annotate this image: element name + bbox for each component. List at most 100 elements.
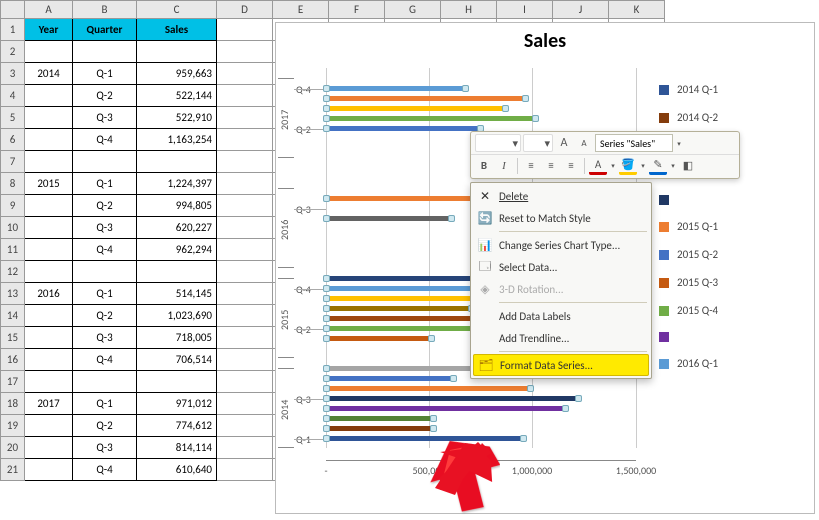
cell[interactable]: 610,640	[137, 459, 217, 481]
col-header-A[interactable]: A	[25, 1, 73, 19]
cell[interactable]: 994,805	[137, 195, 217, 217]
data-bar[interactable]	[326, 96, 526, 101]
cell[interactable]: Q-1	[73, 63, 137, 85]
row-header[interactable]: 17	[1, 371, 25, 393]
cell[interactable]: Q-4	[73, 349, 137, 371]
menu-reset-style[interactable]: 🔄 Reset to Match Style	[473, 207, 649, 229]
cell[interactable]: 962,294	[137, 239, 217, 261]
cell[interactable]: 959,663	[137, 63, 217, 85]
col-header-K[interactable]: K	[609, 1, 665, 19]
data-bar[interactable]	[326, 316, 474, 321]
cell[interactable]	[217, 217, 273, 239]
fill-color-icon[interactable]: 🪣	[619, 157, 637, 175]
row-header[interactable]: 10	[1, 217, 25, 239]
col-header-G[interactable]: G	[385, 1, 441, 19]
cell[interactable]: Q-2	[73, 305, 137, 327]
legend-item[interactable]: 2015 Q-1	[659, 220, 814, 233]
cell[interactable]	[73, 151, 137, 173]
x-axis[interactable]: -500,0001,000,0001,500,000	[326, 460, 636, 478]
cell[interactable]	[217, 283, 273, 305]
cell[interactable]: Q-1	[73, 283, 137, 305]
cell[interactable]	[25, 371, 73, 393]
cell[interactable]: 1,163,254	[137, 129, 217, 151]
cell[interactable]: 971,012	[137, 393, 217, 415]
data-bar[interactable]	[326, 126, 481, 131]
cell[interactable]: Q-3	[73, 217, 137, 239]
cell[interactable]: Year	[25, 19, 73, 41]
cell[interactable]: Q-3	[73, 327, 137, 349]
cell[interactable]: Sales	[137, 19, 217, 41]
row-header[interactable]: 19	[1, 415, 25, 437]
col-header-I[interactable]: I	[497, 1, 553, 19]
data-bar[interactable]	[326, 336, 432, 341]
col-header-B[interactable]: B	[73, 1, 137, 19]
cell[interactable]: 2017	[25, 393, 73, 415]
cell[interactable]: 774,612	[137, 415, 217, 437]
cell[interactable]	[217, 107, 273, 129]
col-header-F[interactable]: F	[329, 1, 385, 19]
cell[interactable]	[217, 371, 273, 393]
cell[interactable]: Q-2	[73, 85, 137, 107]
menu-format-data-series[interactable]: 🗂 Format Data Series...	[473, 354, 649, 376]
cell[interactable]: 814,114	[137, 437, 217, 459]
col-header-D[interactable]: D	[217, 1, 273, 19]
font-color-icon[interactable]: A	[589, 157, 607, 175]
cell[interactable]	[217, 327, 273, 349]
cell[interactable]	[217, 459, 273, 481]
cell[interactable]	[217, 261, 273, 283]
cell[interactable]: Q-2	[73, 415, 137, 437]
cell[interactable]	[25, 415, 73, 437]
bold-icon[interactable]: B	[475, 157, 493, 175]
legend-item[interactable]: 2015 Q-2	[659, 248, 814, 261]
data-bar[interactable]	[326, 416, 434, 421]
cell[interactable]	[217, 393, 273, 415]
row-header[interactable]: 3	[1, 63, 25, 85]
data-bar[interactable]	[326, 436, 524, 441]
cell[interactable]: Q-2	[73, 195, 137, 217]
cell[interactable]	[25, 261, 73, 283]
cell[interactable]	[25, 151, 73, 173]
cell[interactable]	[25, 349, 73, 371]
cell[interactable]	[137, 371, 217, 393]
row-header[interactable]: 11	[1, 239, 25, 261]
cell[interactable]	[137, 151, 217, 173]
cell[interactable]	[137, 41, 217, 63]
cell[interactable]	[217, 305, 273, 327]
cell[interactable]: Q-4	[73, 129, 137, 151]
row-header[interactable]: 8	[1, 173, 25, 195]
outline-icon[interactable]: ✎	[649, 157, 667, 175]
cell[interactable]: 2014	[25, 63, 73, 85]
cell[interactable]	[73, 261, 137, 283]
cell[interactable]: Q-3	[73, 437, 137, 459]
legend-item[interactable]: 2014 Q-2	[659, 111, 814, 124]
cell[interactable]: Quarter	[73, 19, 137, 41]
cell[interactable]: 1,224,397	[137, 173, 217, 195]
data-bar[interactable]	[326, 406, 566, 411]
col-header-J[interactable]: J	[553, 1, 609, 19]
data-bar[interactable]	[326, 286, 486, 291]
cell[interactable]: 1,023,690	[137, 305, 217, 327]
cell[interactable]	[25, 195, 73, 217]
cell[interactable]	[25, 327, 73, 349]
row-header[interactable]: 15	[1, 327, 25, 349]
cell[interactable]	[25, 459, 73, 481]
cell[interactable]: Q-1	[73, 393, 137, 415]
cell[interactable]	[25, 217, 73, 239]
cell[interactable]	[217, 195, 273, 217]
cell[interactable]: 620,227	[137, 217, 217, 239]
fill-color-dropdown[interactable]: ▾	[639, 161, 647, 170]
font-size-dropdown[interactable]: ▾	[523, 134, 553, 152]
align-right-icon[interactable]: ≡	[562, 157, 580, 175]
row-header[interactable]: 14	[1, 305, 25, 327]
col-header-H[interactable]: H	[441, 1, 497, 19]
legend-item[interactable]: 2014 Q-1	[659, 83, 814, 96]
legend-item[interactable]: 2015 Q-4	[659, 304, 814, 317]
italic-icon[interactable]: I	[495, 157, 513, 175]
outline-dropdown[interactable]: ▾	[669, 161, 677, 170]
cell[interactable]	[137, 261, 217, 283]
cell[interactable]	[217, 85, 273, 107]
menu-change-chart-type[interactable]: 📊 Change Series Chart Type...	[473, 234, 649, 256]
row-header[interactable]: 5	[1, 107, 25, 129]
row-header[interactable]: 9	[1, 195, 25, 217]
cell[interactable]	[217, 151, 273, 173]
